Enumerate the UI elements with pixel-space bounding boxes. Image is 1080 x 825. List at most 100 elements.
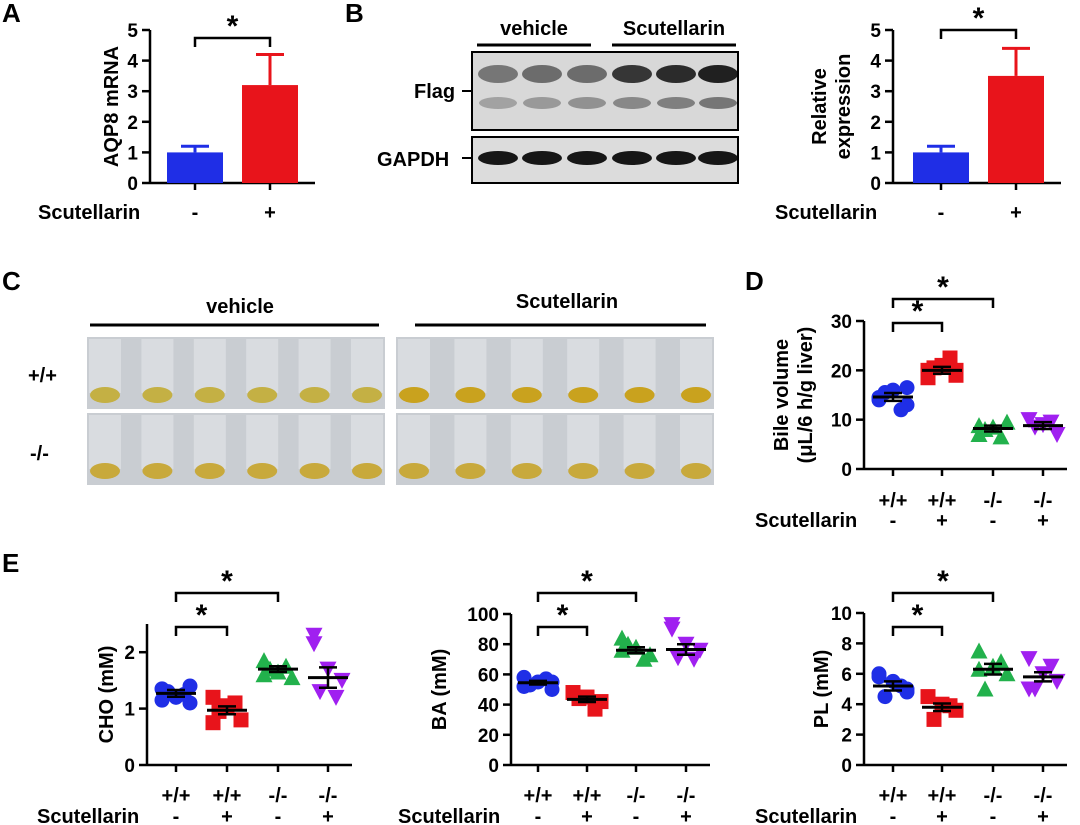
bile-sample [568,387,599,403]
tube [623,415,656,469]
photo-cell [87,337,385,409]
data-point [227,695,243,711]
bile-sample [247,387,278,403]
flag-blot-box [471,51,739,131]
bile-sample [624,463,655,479]
row-label: Scutellarin [755,806,857,825]
tube [510,415,543,469]
significance-star: * [227,10,239,43]
genotype-label: -/- [1034,490,1053,512]
y-tick-label: 10 [831,411,852,432]
significance-bracket [174,591,280,602]
y-tick-label: 1 [124,700,135,721]
y-tick-label: 3 [870,82,881,103]
western-blot: vehicle Scutellarin Flag GAPDH [377,18,739,184]
flag-band-lower [568,97,606,109]
data-point [942,350,958,366]
gapdh-band [567,151,607,165]
tube [567,415,600,469]
bile-sample [90,463,120,479]
panel-letter-e: E [2,548,19,578]
genotype-label: -/- [677,785,696,807]
treatment-label: - [535,806,542,825]
y-tick-label: 80 [478,635,499,656]
data-point [942,698,958,714]
y-tick-label: 5 [870,21,881,42]
data-point [305,636,323,653]
data-point [899,684,915,700]
treatment-label: + [936,510,948,532]
y-tick-label: 20 [831,361,852,382]
bile-sample [194,463,225,479]
data-point [926,711,942,727]
data-point [182,678,198,694]
data-point [1048,426,1066,443]
y-tick-label: 40 [478,696,499,717]
significance-star: * [557,599,569,632]
bile-sample [247,463,278,479]
gapdh-band [656,151,696,165]
tube [510,339,543,393]
treatment-label: + [322,806,334,825]
y-axis-label: AQP8 mRNA [101,46,123,167]
tube [141,339,174,393]
y-tick-label: 5 [127,21,138,42]
y-tick-label: 10 [831,604,852,625]
data-point [255,666,273,683]
bile-sample [352,387,382,403]
tube [89,415,121,469]
blot-group-label-vehicle: vehicle [500,18,568,40]
y-axis-label: CHO (mM) [96,646,118,744]
y-tick-label: 4 [127,52,138,73]
panel-letter-a: A [2,0,21,28]
data-point [587,701,603,717]
row-label: Scutellarin [37,806,139,825]
treatment-label: + [581,806,593,825]
bile-sample [194,387,225,403]
tube [246,415,279,469]
bile-sample [142,387,173,403]
flag-band [612,65,652,83]
treatment-label: - [890,806,897,825]
y-tick-label: 0 [127,174,138,195]
band-label-flag: Flag [414,81,455,103]
data-point [305,627,323,644]
data-point [871,669,887,685]
data-point [327,689,345,706]
bile-sample [681,463,711,479]
data-point [893,402,909,418]
data-point [663,621,681,638]
chart-b-relative-expression: 0 1 2 3 4 5 Relative expression - + Scutellarin * [775,2,1061,224]
y-tick-label: 0 [841,756,852,777]
treatment-label: - [990,806,997,825]
tube [193,339,226,393]
significance-bracket [891,591,995,602]
photo-row-label-ko: -/- [30,443,49,465]
bile-sample [352,463,382,479]
genotype-label: -/- [627,785,646,807]
genotype-label: -/- [319,785,338,807]
significance-bracket [939,28,1018,39]
treatment-label: - [173,806,180,825]
panel-letter-b: B [345,0,364,28]
y-axis-label: (μL/6 h/g liver) [795,327,817,464]
flag-band [478,65,518,83]
data-point [233,712,249,728]
bile-sample [90,387,120,403]
photo-group-label-vehicle: vehicle [206,296,274,318]
treatment-label: + [1037,510,1049,532]
data-point [669,650,687,667]
tube [623,339,656,393]
tube [398,415,430,469]
photo-row-label-wt: +/+ [28,365,57,387]
tube [454,415,487,469]
treatment-label: + [264,202,276,224]
y-tick-label: 2 [841,726,852,747]
band-label-gapdh: GAPDH [377,149,449,171]
genotype-label: +/+ [162,785,191,807]
tube [351,339,383,393]
tube [680,415,712,469]
tube [398,339,430,393]
